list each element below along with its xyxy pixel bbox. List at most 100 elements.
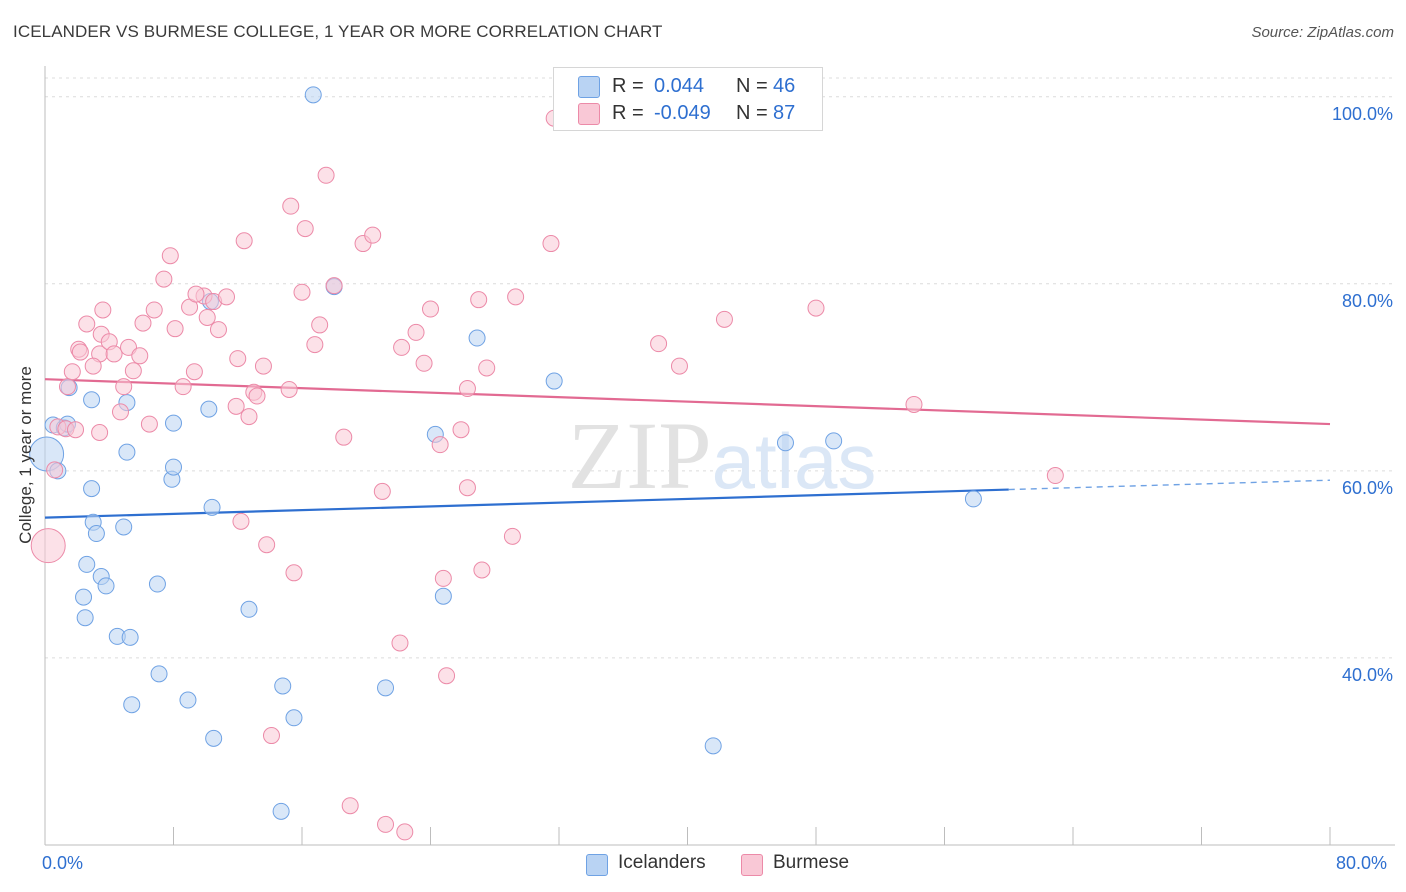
data-point-burmese <box>84 357 102 375</box>
data-point-burmese <box>391 634 409 652</box>
legend-swatch-icelanders <box>586 854 608 876</box>
data-point-burmese <box>262 727 280 745</box>
data-point-burmese <box>124 362 142 380</box>
data-point-icelanders <box>200 400 218 418</box>
axes <box>44 66 1395 846</box>
data-point-burmese <box>282 197 300 215</box>
data-point-burmese <box>131 347 149 365</box>
source-label: Source: ZipAtlas.com <box>1251 24 1394 41</box>
data-point-burmese <box>293 283 311 301</box>
data-point-burmese <box>280 380 298 398</box>
data-point-icelanders <box>240 600 258 618</box>
correlation-legend: R = 0.044 N = 46 R = -0.049 N = 87 <box>553 67 823 131</box>
data-point-burmese <box>78 315 96 333</box>
data-point-burmese <box>187 285 205 303</box>
legend-item-icelanders[interactable]: Icelanders <box>586 852 726 878</box>
data-point-icelanders <box>704 737 722 755</box>
data-point-icelanders <box>205 729 223 747</box>
data-point-burmese <box>335 428 353 446</box>
data-point-burmese <box>161 247 179 265</box>
data-point-burmese <box>341 797 359 815</box>
data-point-icelanders <box>123 696 141 714</box>
data-point-burmese <box>232 512 250 530</box>
data-point-burmese <box>317 166 335 184</box>
data-point-burmese <box>377 815 395 833</box>
data-point-burmese <box>145 301 163 319</box>
legend-label-burmese: Burmese <box>773 852 850 873</box>
x-tick-label-max: 80.0% <box>1336 853 1388 873</box>
data-point-burmese <box>458 479 476 497</box>
data-point-icelanders <box>545 372 563 390</box>
watermark-zip: ZIP <box>568 402 712 509</box>
data-point-burmese <box>140 415 158 433</box>
data-point-icelanders <box>165 414 182 432</box>
data-point-burmese <box>715 310 733 328</box>
legend-n-value: 46 <box>773 75 796 97</box>
data-point-burmese <box>209 321 227 339</box>
data-point-burmese <box>458 380 476 398</box>
y-tick-label: 100.0% <box>1331 103 1393 124</box>
data-point-burmese <box>393 338 411 356</box>
data-point-burmese <box>155 270 173 288</box>
data-point-burmese <box>198 308 216 326</box>
legend-r-value: -0.049 <box>654 102 711 124</box>
data-point-burmese <box>473 561 491 579</box>
legend-label-icelanders: Icelanders <box>618 852 706 873</box>
data-point-burmese <box>235 232 253 250</box>
data-point-burmese <box>115 378 133 396</box>
data-point-burmese <box>364 226 382 244</box>
data-point-icelanders <box>148 575 166 593</box>
legend-n-value: 87 <box>773 102 796 124</box>
data-point-icelanders <box>468 329 486 347</box>
legend-swatch-burmese <box>578 103 600 125</box>
data-point-icelanders <box>115 518 133 536</box>
data-point-icelanders <box>83 391 101 409</box>
data-point-icelanders <box>179 691 197 709</box>
data-point-burmese <box>1046 467 1064 485</box>
data-point-burmese <box>248 387 266 405</box>
data-point-burmese <box>396 823 414 841</box>
data-point-burmese <box>503 527 521 545</box>
data-point-burmese <box>452 421 470 439</box>
data-point-burmese <box>240 408 258 426</box>
watermark-atlas: atlas <box>712 417 877 505</box>
data-point-icelanders <box>97 577 115 595</box>
data-point-burmese <box>227 397 245 415</box>
data-point-icelanders <box>377 679 395 697</box>
data-point-burmese <box>415 354 433 372</box>
legend-swatch-icelanders <box>578 76 600 98</box>
data-point-burmese <box>105 345 123 363</box>
data-point-burmese <box>67 421 85 439</box>
data-point-burmese <box>174 378 192 396</box>
data-point-burmese <box>134 314 152 332</box>
data-point-icelanders <box>78 555 96 573</box>
data-point-burmese <box>325 277 343 295</box>
chart-title: ICELANDER VS BURMESE COLLEGE, 1 YEAR OR … <box>13 22 663 41</box>
data-point-burmese <box>94 301 112 319</box>
data-point-burmese <box>478 359 496 377</box>
data-point-icelanders <box>964 490 982 508</box>
x-tick-label-min: 0.0% <box>42 853 84 873</box>
legend-swatch-burmese <box>741 854 763 876</box>
data-point-burmese <box>229 350 247 368</box>
data-point-burmese <box>807 299 825 317</box>
grid <box>45 77 1395 659</box>
data-point-icelanders <box>825 432 843 450</box>
y-axis-label: College, 1 year or more <box>16 366 35 544</box>
legend-n-label: N = <box>736 102 768 124</box>
data-point-icelanders <box>285 709 303 727</box>
data-point-icelanders <box>274 677 292 695</box>
data-point-burmese <box>470 291 488 309</box>
data-point-burmese <box>218 288 236 306</box>
data-point-icelanders <box>272 802 290 820</box>
data-point-burmese <box>111 403 129 421</box>
data-point-burmese <box>63 363 81 381</box>
data-point-burmese <box>71 343 89 361</box>
legend-r-label: R = <box>612 102 644 124</box>
data-point-burmese <box>422 300 439 318</box>
y-tick-label: 80.0% <box>1341 290 1393 311</box>
data-point-icelanders <box>203 498 221 516</box>
data-point-burmese <box>407 323 425 341</box>
legend-item-burmese[interactable]: Burmese <box>741 852 871 878</box>
data-point-icelanders <box>75 588 93 606</box>
